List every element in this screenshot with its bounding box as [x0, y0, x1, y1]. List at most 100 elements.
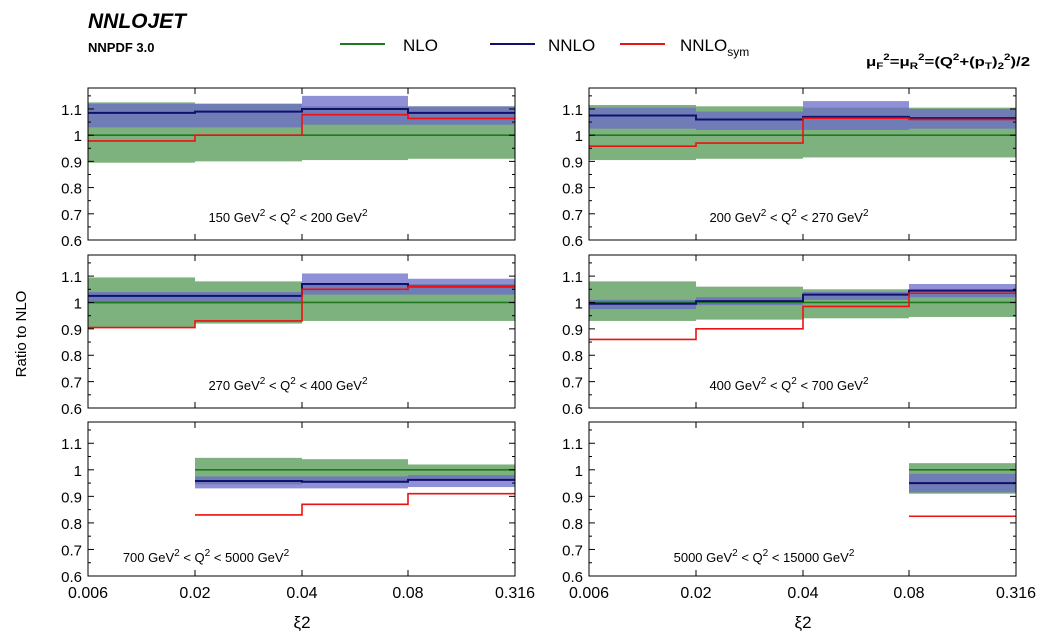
nnlo-band	[589, 107, 696, 129]
nnlo-sym-line	[88, 113, 515, 142]
nnlo-band	[803, 101, 909, 130]
y-tick-label: 0.9	[562, 322, 583, 339]
panel-label-superscript: 2	[791, 208, 797, 219]
nnlo-line	[88, 107, 515, 114]
nnlo-sym-line	[589, 117, 1016, 147]
x-tick-label: 0.316	[996, 585, 1036, 602]
y-tick-label: 1.1	[562, 436, 583, 453]
nnlo-band	[696, 111, 803, 130]
panel-label-part: < Q	[766, 210, 791, 225]
y-tick-label: 0.7	[61, 542, 82, 559]
y-tick-label: 0.8	[562, 348, 583, 365]
panel-label-part: < Q	[766, 378, 791, 393]
y-tick-label: 0.8	[61, 181, 82, 198]
x-tick-label: 0.04	[787, 585, 818, 602]
panel-label-superscript: 2	[761, 376, 767, 387]
nnlo-band	[803, 291, 909, 300]
x-tick-label: 0.006	[569, 585, 609, 602]
panel-label-superscript: 2	[205, 548, 211, 559]
legend-label-nlo: NLO	[403, 36, 438, 55]
legend-item-nnlo: NNLO	[490, 36, 595, 55]
x-tick-label: 0.08	[893, 585, 924, 602]
panel-label-part: 200 GeV	[709, 210, 761, 225]
panel-label-superscript: 2	[290, 376, 296, 387]
program-title: NNLOJET	[88, 10, 188, 33]
panel-label: 270 GeV2 < Q2 < 400 GeV2	[208, 376, 368, 393]
nnlo-sym-line	[88, 285, 515, 329]
y-tick-label: 1.1	[562, 102, 583, 119]
panel-label-part: < Q	[265, 378, 290, 393]
y-tick-label: 0.6	[562, 401, 583, 418]
panel-label-part: < Q	[265, 210, 290, 225]
nnlo-band	[88, 103, 195, 128]
y-tick-label: 1.1	[562, 269, 583, 286]
panel-label-part: 150 GeV	[208, 210, 260, 225]
x-axis-label-left: ξ2	[293, 613, 310, 632]
panel-label-part: < Q	[180, 550, 205, 565]
y-tick-label: 0.6	[61, 233, 82, 250]
y-tick-label: 0.9	[61, 154, 82, 171]
y-tick-label: 0.8	[562, 181, 583, 198]
nnlo-band	[408, 106, 515, 125]
legend-label-nnlo-sym-main: NNLO	[680, 36, 727, 55]
x-tick-label: 0.006	[68, 585, 108, 602]
y-tick-label: 0.6	[61, 569, 82, 586]
x-tick-label: 0.08	[392, 585, 423, 602]
panel-label: 200 GeV2 < Q2 < 270 GeV2	[709, 208, 869, 225]
panel-label-part: < 700 GeV	[797, 378, 863, 393]
y-tick-label: 1.1	[61, 436, 82, 453]
scale-label: μ F2=μ R2=(Q 2+(p T)22)/2	[866, 52, 1030, 71]
panel-label-superscript: 2	[763, 548, 769, 559]
panel-label: 150 GeV2 < Q2 < 200 GeV2	[208, 208, 368, 225]
panel-label-part: 400 GeV	[709, 378, 761, 393]
x-tick-label: 0.04	[286, 585, 317, 602]
panel-label-part: < 15000 GeV	[768, 550, 849, 565]
legend-item-nlo: NLO	[340, 36, 438, 55]
panel-5: 0.6 0.7 0.8 0.9 1 1.1 0.006 0.02 0.04 0.08 0.316 70…	[61, 421, 535, 602]
legend-item-nnlo-sym: NNLOsym	[620, 36, 749, 59]
panel-label-part: 270 GeV	[208, 378, 260, 393]
y-tick-label: 1	[74, 128, 82, 145]
y-tick-label: 0.7	[562, 542, 583, 559]
y-tick-label: 1	[575, 128, 583, 145]
y-tick-label: 1	[74, 295, 82, 312]
nnlo-band	[302, 95, 408, 125]
panel-label-part: 700 GeV	[123, 550, 175, 565]
panel-label-superscript: 2	[260, 376, 266, 387]
y-tick-label: 0.6	[61, 401, 82, 418]
panel-label-superscript: 2	[761, 208, 767, 219]
panel-label-superscript: 2	[732, 548, 738, 559]
panel-label: 5000 GeV2 < Q2 < 15000 GeV2	[674, 548, 855, 565]
nnlo-line	[195, 478, 515, 483]
y-tick-label: 1	[74, 463, 82, 480]
panel-label-part: < 270 GeV	[797, 210, 863, 225]
y-tick-label: 0.9	[562, 154, 583, 171]
panel-label-superscript: 2	[362, 208, 368, 219]
panel-label-superscript: 2	[260, 208, 266, 219]
panel-label-superscript: 2	[863, 376, 869, 387]
x-tick-label: 0.02	[179, 585, 210, 602]
nnlo-band	[195, 291, 302, 304]
legend-label-nnlo-sym: NNLOsym	[680, 36, 749, 59]
legend-label-nnlo: NNLO	[548, 36, 595, 55]
panels-group: 0.6 0.7 0.8 0.9 1 1.1 150 GeV2 < Q2 < 200 GeV2…	[61, 87, 1036, 602]
legend-label-nnlo-sym-sub: sym	[727, 45, 749, 59]
panel-label-superscript: 2	[174, 548, 180, 559]
y-tick-label: 0.9	[61, 489, 82, 506]
panel-label-superscript: 2	[791, 376, 797, 387]
panel-label-superscript: 2	[290, 208, 296, 219]
y-tick-label: 1	[575, 463, 583, 480]
y-tick-label: 0.7	[61, 375, 82, 392]
panel-label-part: < 5000 GeV	[210, 550, 284, 565]
y-tick-label: 0.8	[562, 516, 583, 533]
panel-label-superscript: 2	[849, 548, 855, 559]
panel-label-part: 5000 GeV	[674, 550, 733, 565]
panel-label-part: < 400 GeV	[296, 378, 362, 393]
y-tick-label: 0.7	[562, 375, 583, 392]
y-tick-label: 0.7	[61, 207, 82, 224]
nnlo-sym-line	[195, 492, 515, 516]
